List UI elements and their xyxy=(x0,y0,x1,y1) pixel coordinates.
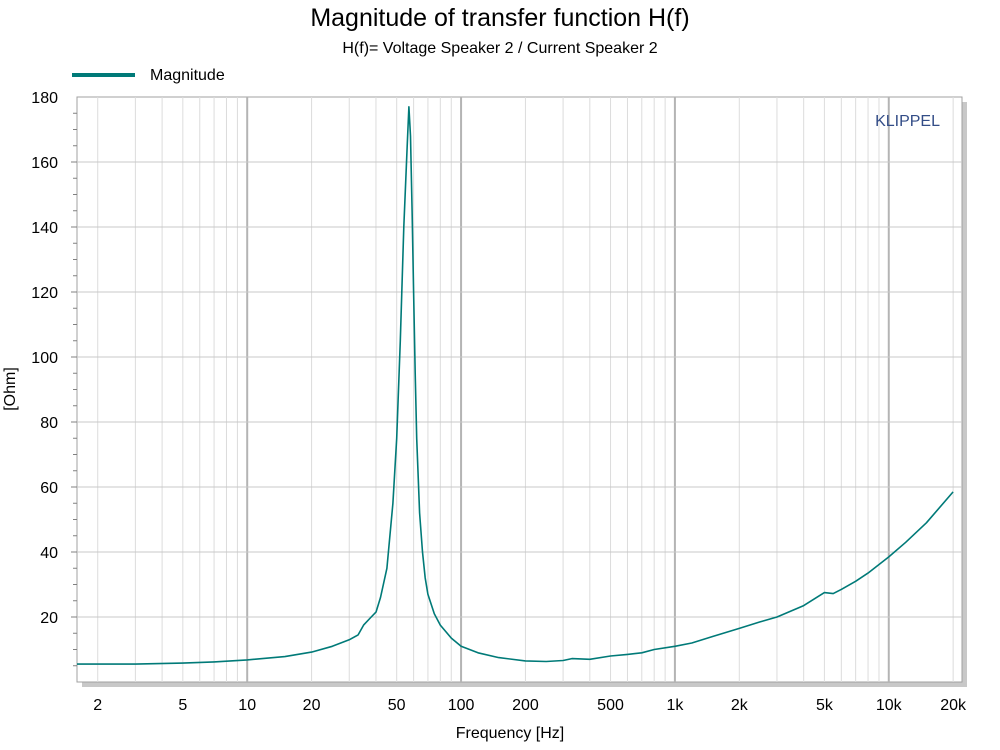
x-axis-label: Frequency [Hz] xyxy=(456,725,564,742)
chart-title: Magnitude of transfer function H(f) xyxy=(310,4,689,32)
x-tick-label: 50 xyxy=(388,697,406,714)
y-ticks xyxy=(71,112,77,667)
y-tick-label: 40 xyxy=(40,545,58,562)
x-tick-labels: 2 5 10 20 50 100 200 500 1k 2k 5k 10k 20k xyxy=(93,697,967,714)
x-tick-label: 2k xyxy=(731,697,749,714)
y-tick-label: 160 xyxy=(31,155,58,172)
y-tick-label: 100 xyxy=(31,350,58,367)
x-tick-label: 10 xyxy=(238,697,256,714)
y-tick-label: 20 xyxy=(40,610,58,627)
chart-subtitle: H(f)= Voltage Speaker 2 / Current Speake… xyxy=(342,40,657,57)
x-tick-label: 500 xyxy=(597,697,624,714)
x-tick-label: 200 xyxy=(512,697,539,714)
y-tick-label: 60 xyxy=(40,480,58,497)
grid xyxy=(77,97,962,682)
plot-area xyxy=(76,96,963,683)
x-tick-label: 1k xyxy=(666,697,684,714)
y-tick-label: 180 xyxy=(31,90,58,107)
x-tick-label: 100 xyxy=(448,697,475,714)
x-tick-label: 20 xyxy=(303,697,321,714)
x-tick-label: 10k xyxy=(876,697,903,714)
x-tick-label: 20k xyxy=(940,697,967,714)
y-axis-label: [Ohm] xyxy=(2,367,19,411)
series-line-magnitude xyxy=(77,106,954,665)
y-tick-label: 80 xyxy=(40,415,58,432)
y-tick-labels: 20 40 60 80 100 120 140 160 180 xyxy=(31,90,58,627)
klippel-watermark: KLIPPEL xyxy=(875,113,940,130)
x-tick-label: 2 xyxy=(93,697,102,714)
series-layer xyxy=(77,106,954,665)
x-tick-label: 5 xyxy=(178,697,187,714)
y-tick-label: 120 xyxy=(31,285,58,302)
y-tick-label: 140 xyxy=(31,220,58,237)
legend-label: Magnitude xyxy=(150,67,225,84)
x-tick-label: 5k xyxy=(816,697,834,714)
